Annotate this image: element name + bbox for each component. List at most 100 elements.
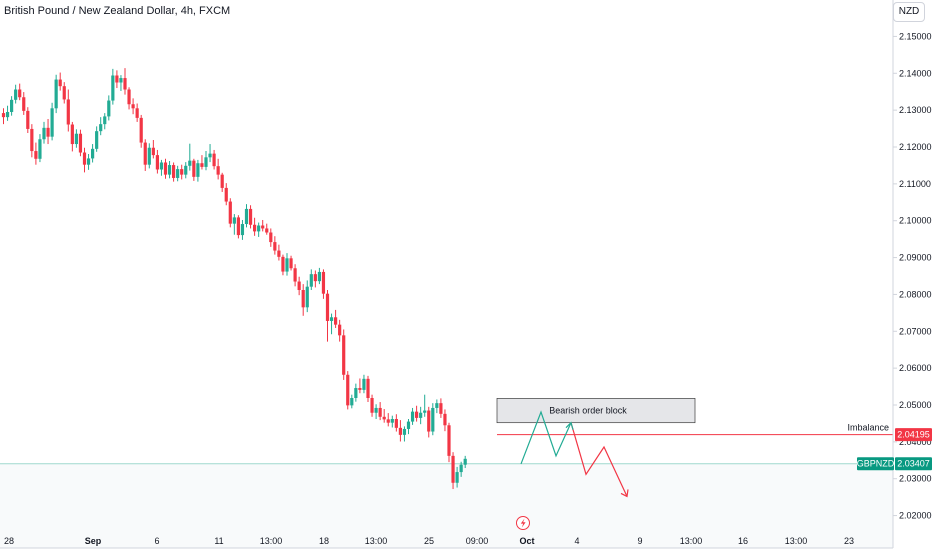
candle-body [459,464,463,473]
candle-body [212,153,216,167]
candle-body [127,89,131,105]
candle-body [135,108,139,118]
candle-body [91,148,95,159]
candle-body [362,378,366,390]
candle-body [155,155,159,170]
candle-body [253,224,257,232]
candle-body [172,165,176,178]
candle-body [317,271,321,282]
candle-body [386,419,390,423]
candle-body [338,324,342,336]
y-tick-label: 2.11000 [899,179,931,189]
candle-body [415,411,419,418]
candle-body [196,163,200,177]
candle-body [224,187,228,202]
candle-body [435,403,439,408]
candle-body [378,407,382,417]
candle-body [176,169,180,178]
x-tick-label: 9 [637,536,642,546]
candle-body [163,162,168,175]
candle-body [342,335,346,375]
candle-body [123,78,127,90]
candle-body [22,97,26,111]
projection-up-path [520,410,572,465]
x-tick-label: 13:00 [260,536,283,546]
candle-body [82,152,87,165]
candle-body [26,110,30,129]
candle-body [184,165,188,175]
candle-body [321,271,326,294]
currency-button[interactable]: NZD [893,2,925,22]
candle-body [139,117,143,143]
candle-body [151,147,155,156]
candle-body [115,75,119,83]
y-tick-label: 2.05000 [899,400,932,410]
candle-body [200,163,204,167]
candle-body [74,133,78,145]
candle-body [382,416,386,420]
x-tick-label: 4 [574,536,579,546]
candle-body [5,111,10,118]
x-tick-label: 6 [154,536,159,546]
candle-body [14,89,18,100]
candle-body [42,127,46,140]
y-tick-label: 2.04000 [899,437,932,447]
candle-body [95,131,99,149]
x-tick-label: 28 [4,536,14,546]
candle-body [143,142,147,165]
lightning-icon[interactable] [516,516,530,530]
x-tick-label: 13:00 [680,536,703,546]
candle-body [423,410,427,413]
candle-body [447,425,451,456]
candle-body [46,127,50,137]
x-tick-label: 13:00 [785,536,808,546]
x-tick-label: 13:00 [365,536,388,546]
candle-body [257,225,261,232]
x-tick-label: Sep [85,536,102,546]
candle-body [285,258,289,272]
y-tick-label: 2.13000 [899,105,932,115]
y-tick-label: 2.15000 [899,31,932,41]
candle-body [289,258,293,269]
candle-body [119,78,123,83]
last-price-shade [0,463,893,548]
candle-body [451,455,455,483]
candle-body [34,151,38,159]
candle-body [406,421,411,429]
candle-body [439,403,443,414]
candle-body [329,317,334,321]
candle-body [208,153,212,158]
candle-body [293,268,297,282]
y-tick-label: 2.03000 [899,474,932,484]
symbol-label: GBPNZD [857,459,895,469]
candle-body [232,217,236,224]
candle-body [265,228,269,233]
x-tick-label: 23 [844,536,854,546]
bearish-order-block[interactable] [496,398,696,424]
candle-body [216,166,220,175]
imbalance-price-tag [895,428,932,442]
symbol-tag [857,457,894,471]
y-tick-label: 2.08000 [899,289,932,299]
candle-body [350,397,354,406]
candle-body [103,116,107,125]
candle-body [30,128,34,152]
candle-body [402,428,407,435]
candle-body [248,208,253,225]
candle-body [297,281,301,291]
candle-body [455,472,459,483]
projection-down-path [570,422,628,497]
candle-body [86,158,91,165]
candle-body [50,108,54,137]
candle-body [99,124,103,132]
candle-body [18,89,22,98]
candle-body [281,256,285,272]
candle-body [62,86,66,100]
candle-body [419,412,423,418]
last-price-label: 2.03407 [897,459,930,469]
imbalance-label: Imbalance [847,423,889,433]
candle-body [240,224,245,236]
candle-body [410,411,415,422]
